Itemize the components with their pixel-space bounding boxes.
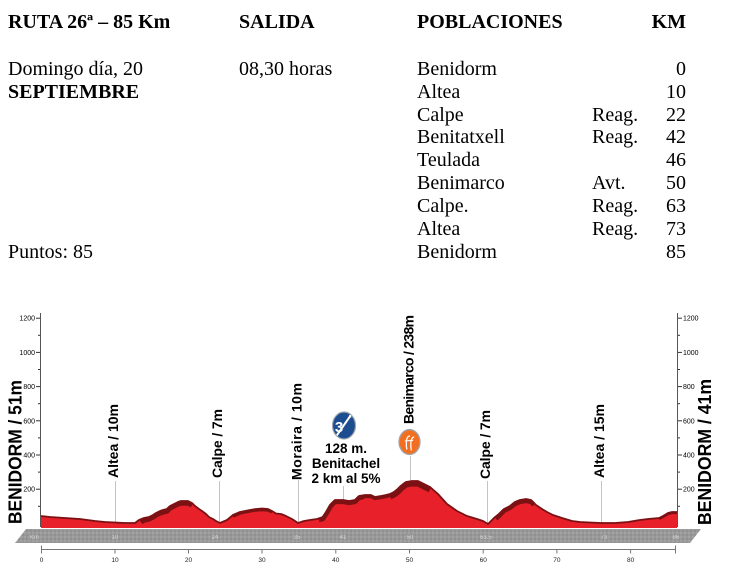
svg-text:40: 40: [332, 557, 340, 564]
svg-text:BENIDORM / 41m: BENIDORM / 41m: [695, 379, 715, 525]
svg-text:63.5: 63.5: [480, 535, 492, 541]
svg-text:20: 20: [185, 557, 193, 564]
svg-text:2 km al 5%: 2 km al 5%: [311, 471, 380, 486]
svg-text:Altea / 10m: Altea / 10m: [105, 404, 121, 478]
svg-text:600: 600: [683, 418, 695, 425]
svg-text:400: 400: [23, 453, 35, 460]
svg-text:Benitachel: Benitachel: [312, 456, 380, 471]
svg-text:41: 41: [340, 535, 347, 541]
svg-text:3: 3: [335, 419, 343, 436]
svg-text:1200: 1200: [683, 316, 699, 323]
svg-text:35: 35: [294, 535, 301, 541]
svg-text:1000: 1000: [683, 350, 699, 357]
svg-text:Calpe / 7m: Calpe / 7m: [209, 409, 225, 478]
svg-text:50: 50: [406, 557, 414, 564]
svg-text:BENIDORM / 51m: BENIDORM / 51m: [6, 380, 26, 524]
svg-text:10: 10: [111, 557, 119, 564]
svg-text:1200: 1200: [19, 316, 35, 323]
svg-text:200: 200: [23, 487, 35, 494]
svg-text:1000: 1000: [19, 350, 35, 357]
svg-text:128 m.: 128 m.: [325, 441, 367, 456]
svg-text:Benimarco / 238m: Benimarco / 238m: [401, 315, 417, 424]
svg-text:Altea / 15m: Altea / 15m: [591, 404, 607, 478]
svg-text:800: 800: [683, 384, 695, 391]
svg-text:50: 50: [407, 535, 414, 541]
svg-text:24: 24: [212, 535, 219, 541]
svg-text:800: 800: [23, 384, 35, 391]
svg-text:70: 70: [553, 557, 561, 564]
svg-text:80: 80: [627, 557, 635, 564]
svg-text:400: 400: [683, 453, 695, 460]
svg-text:30: 30: [258, 557, 266, 564]
svg-text:Calpe / 7m: Calpe / 7m: [477, 410, 493, 479]
svg-text:86: 86: [673, 535, 680, 541]
svg-text:600: 600: [23, 418, 35, 425]
svg-text:73: 73: [601, 535, 608, 541]
svg-text:10: 10: [112, 535, 119, 541]
svg-text:ª: ª: [349, 413, 352, 422]
svg-text:Km: Km: [30, 535, 39, 541]
svg-text:Moraira / 10m: Moraira / 10m: [289, 383, 305, 480]
svg-text:200: 200: [683, 487, 695, 494]
svg-text:0: 0: [40, 557, 44, 564]
svg-text:60: 60: [480, 557, 488, 564]
